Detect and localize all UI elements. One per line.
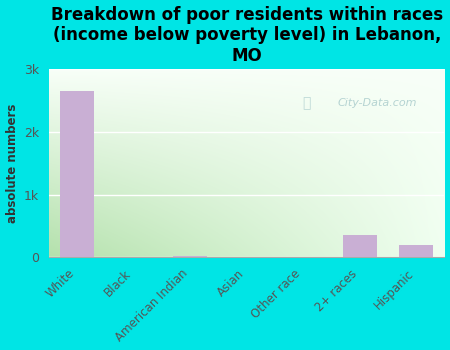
Text: ⓘ: ⓘ — [302, 96, 310, 110]
Bar — [60, 91, 94, 257]
Bar — [173, 256, 207, 257]
Text: City-Data.com: City-Data.com — [338, 98, 417, 108]
Title: Breakdown of poor residents within races
(income below poverty level) in Lebanon: Breakdown of poor residents within races… — [51, 6, 443, 65]
Bar — [343, 236, 377, 257]
Bar — [399, 245, 433, 257]
Y-axis label: absolute numbers: absolute numbers — [5, 104, 18, 223]
